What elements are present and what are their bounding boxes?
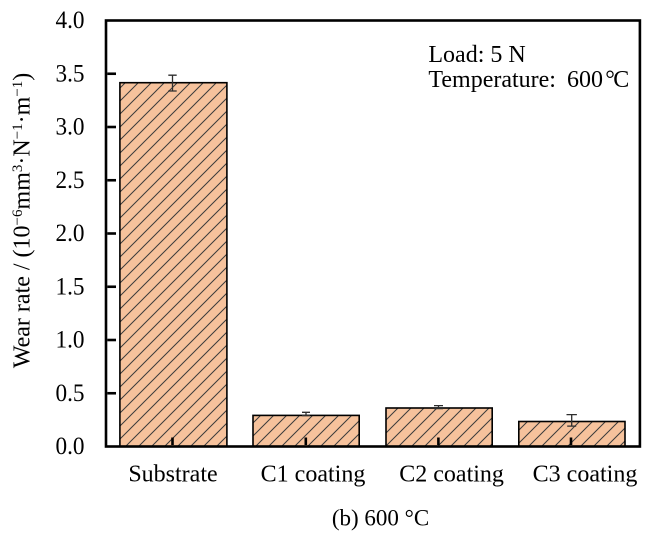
svg-text:Substrate: Substrate bbox=[128, 462, 217, 488]
svg-text:C2 coating: C2 coating bbox=[399, 462, 504, 488]
svg-text:3.0: 3.0 bbox=[56, 114, 85, 141]
svg-text:Wear rate / (10−6mm3·N−1·m−1): Wear rate / (10−6mm3·N−1·m−1) bbox=[10, 73, 36, 368]
svg-text:(b) 600 °C: (b) 600 °C bbox=[332, 505, 429, 530]
svg-text:C3 coating: C3 coating bbox=[533, 462, 638, 488]
svg-text:1.0: 1.0 bbox=[56, 327, 85, 354]
svg-text:600: 600 bbox=[567, 67, 603, 93]
svg-text:2.0: 2.0 bbox=[56, 220, 85, 247]
svg-text:Load: 5 N: Load: 5 N bbox=[428, 42, 525, 68]
svg-text:3.5: 3.5 bbox=[56, 60, 85, 87]
svg-text:°C: °C bbox=[605, 67, 628, 93]
svg-text:Temperature:: Temperature: bbox=[428, 67, 556, 93]
svg-text:0.5: 0.5 bbox=[56, 380, 85, 407]
svg-text:4.0: 4.0 bbox=[56, 7, 85, 34]
svg-text:1.5: 1.5 bbox=[56, 273, 85, 300]
svg-text:0.0: 0.0 bbox=[56, 433, 85, 460]
svg-text:C1 coating: C1 coating bbox=[261, 462, 366, 488]
svg-text:2.5: 2.5 bbox=[56, 167, 85, 194]
